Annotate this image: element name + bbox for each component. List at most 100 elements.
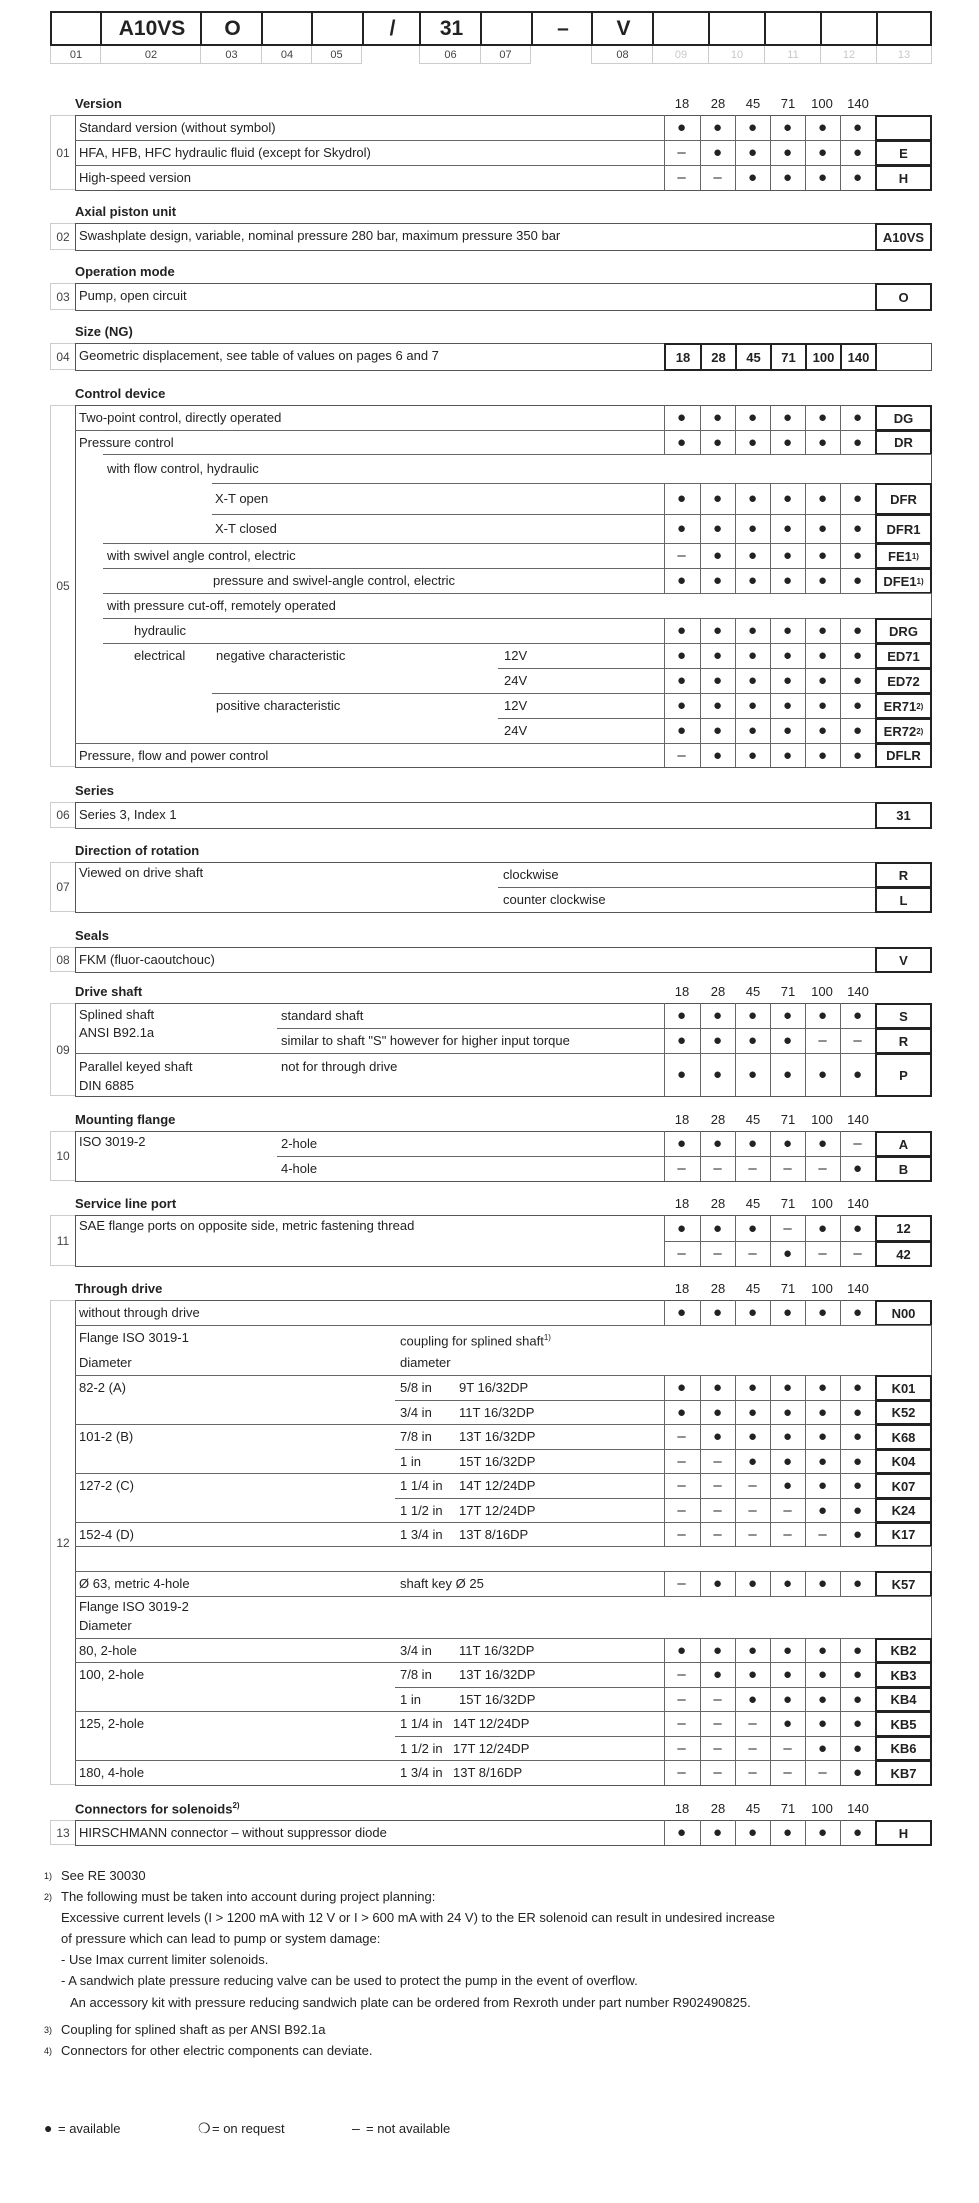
cell-divider	[770, 1522, 771, 1546]
cell-divider	[735, 743, 736, 767]
order-code: 31	[896, 808, 911, 823]
cell-divider	[805, 1131, 806, 1156]
cell-divider	[735, 1003, 736, 1028]
row-label: standard shaft	[281, 1008, 363, 1023]
footnote-text: See RE 30030	[61, 1868, 146, 1883]
size-column-header: 45	[745, 1281, 761, 1296]
availability-cell: ●	[676, 722, 687, 739]
cell-divider	[770, 1375, 771, 1400]
cell-divider	[700, 1498, 701, 1522]
section-title-text: Mounting flange	[75, 1112, 176, 1127]
availability-cell: ●	[747, 1032, 758, 1049]
cell-divider	[840, 1375, 841, 1400]
cell-divider	[700, 1424, 701, 1449]
type-code-box: O	[200, 11, 263, 46]
order-code-box: B	[875, 1156, 932, 1182]
section-title-text: Version	[75, 96, 122, 111]
availability-cell: ●	[747, 1304, 758, 1321]
availability-cell: ●	[676, 572, 687, 589]
order-code-box: E	[875, 140, 932, 166]
row-label: 127-2 (C)	[79, 1478, 134, 1493]
cell-divider	[735, 1028, 736, 1053]
order-code-box: L	[875, 887, 932, 913]
availability-cell: ●	[712, 1066, 723, 1083]
cell-divider	[770, 1473, 771, 1498]
footnote-ref: 2)	[916, 701, 924, 711]
cell-divider	[805, 165, 806, 190]
availability-cell: –	[677, 1477, 686, 1494]
row-label: 2-hole	[281, 1136, 317, 1151]
row-label-text: 101-2 (B)	[79, 1429, 134, 1444]
row-label: similar to shaft "S" however for higher …	[281, 1033, 570, 1048]
availability-cell: ●	[676, 1066, 687, 1083]
row-label: HIRSCHMANN connector – without suppresso…	[79, 1825, 387, 1840]
cell-divider	[840, 115, 841, 140]
availability-cell: ●	[852, 1690, 863, 1708]
availability-cell: ●	[782, 1690, 793, 1708]
cell-divider	[700, 1473, 701, 1498]
cell-divider	[735, 1522, 736, 1546]
row-label-text: 2-hole	[281, 1136, 318, 1151]
row-label: 125, 2-hole	[79, 1716, 144, 1731]
availability-cell: ●	[712, 1304, 723, 1321]
availability-cell: –	[677, 746, 686, 764]
section-title-text: Service line port	[75, 1196, 177, 1211]
row-label-text: similar to shaft "S" however for higher …	[281, 1033, 570, 1048]
availability-cell: ●	[852, 722, 863, 739]
cell-divider	[700, 743, 701, 767]
cell-divider	[805, 1424, 806, 1449]
cell-divider	[735, 115, 736, 140]
cell-divider	[700, 165, 701, 190]
size-column-header: 100	[811, 1112, 833, 1127]
order-code-box: O	[875, 283, 932, 311]
order-code: K17	[891, 1527, 916, 1542]
section-title-text: Operation mode	[75, 264, 175, 279]
order-code: P	[899, 1067, 908, 1083]
cell-divider	[664, 1215, 665, 1241]
order-code-box: ER72 2)	[875, 718, 932, 744]
availability-cell: ●	[817, 647, 828, 664]
availability-cell: ●	[852, 697, 863, 714]
type-code-box	[764, 11, 822, 46]
cell-divider	[700, 1571, 701, 1596]
section-title-text: Series	[75, 783, 115, 798]
type-code-box: 31	[419, 11, 482, 46]
cell-divider	[664, 618, 665, 643]
size-column-header: 71	[780, 1196, 796, 1211]
cell-divider	[735, 618, 736, 643]
row-label-text: 13T 16/32DP	[459, 1667, 536, 1682]
cell-divider	[770, 1156, 771, 1181]
section-number: 13	[50, 1820, 75, 1845]
cell-divider	[805, 115, 806, 140]
availability-cell: ●	[747, 722, 758, 739]
row-label: 24V	[504, 723, 527, 738]
row-label-text: Diameter	[79, 1355, 132, 1370]
cell-divider	[664, 1736, 665, 1760]
section-number: 05	[50, 405, 75, 767]
cell-divider	[664, 430, 665, 454]
cell-divider	[735, 1156, 736, 1181]
row-label-text: 4-hole	[281, 1161, 318, 1176]
row-label-text: 24V	[504, 673, 528, 688]
cell-divider	[770, 1003, 771, 1028]
row-label-text: 152-4 (D)	[79, 1527, 134, 1542]
type-code-box	[820, 11, 878, 46]
legend-label: = on request	[212, 2121, 285, 2136]
row-divider	[75, 165, 932, 166]
section-number: 07	[50, 862, 75, 912]
availability-cell: ●	[817, 746, 828, 764]
availability-cell: ●	[712, 547, 723, 564]
availability-cell: ●	[676, 622, 687, 639]
row-label: 13T 8/16DP	[459, 1527, 528, 1542]
row-divider	[498, 718, 932, 719]
availability-cell: ●	[782, 144, 793, 161]
availability-cell: ●	[852, 1403, 863, 1421]
cell-divider	[735, 1300, 736, 1325]
row-label: 24V	[504, 673, 527, 688]
cell-divider	[700, 668, 701, 693]
cell-divider	[664, 1687, 665, 1711]
availability-cell: ●	[782, 1666, 793, 1683]
section-number: 10	[50, 1131, 75, 1181]
order-code: A	[898, 1136, 909, 1152]
row-divider	[395, 1498, 932, 1499]
